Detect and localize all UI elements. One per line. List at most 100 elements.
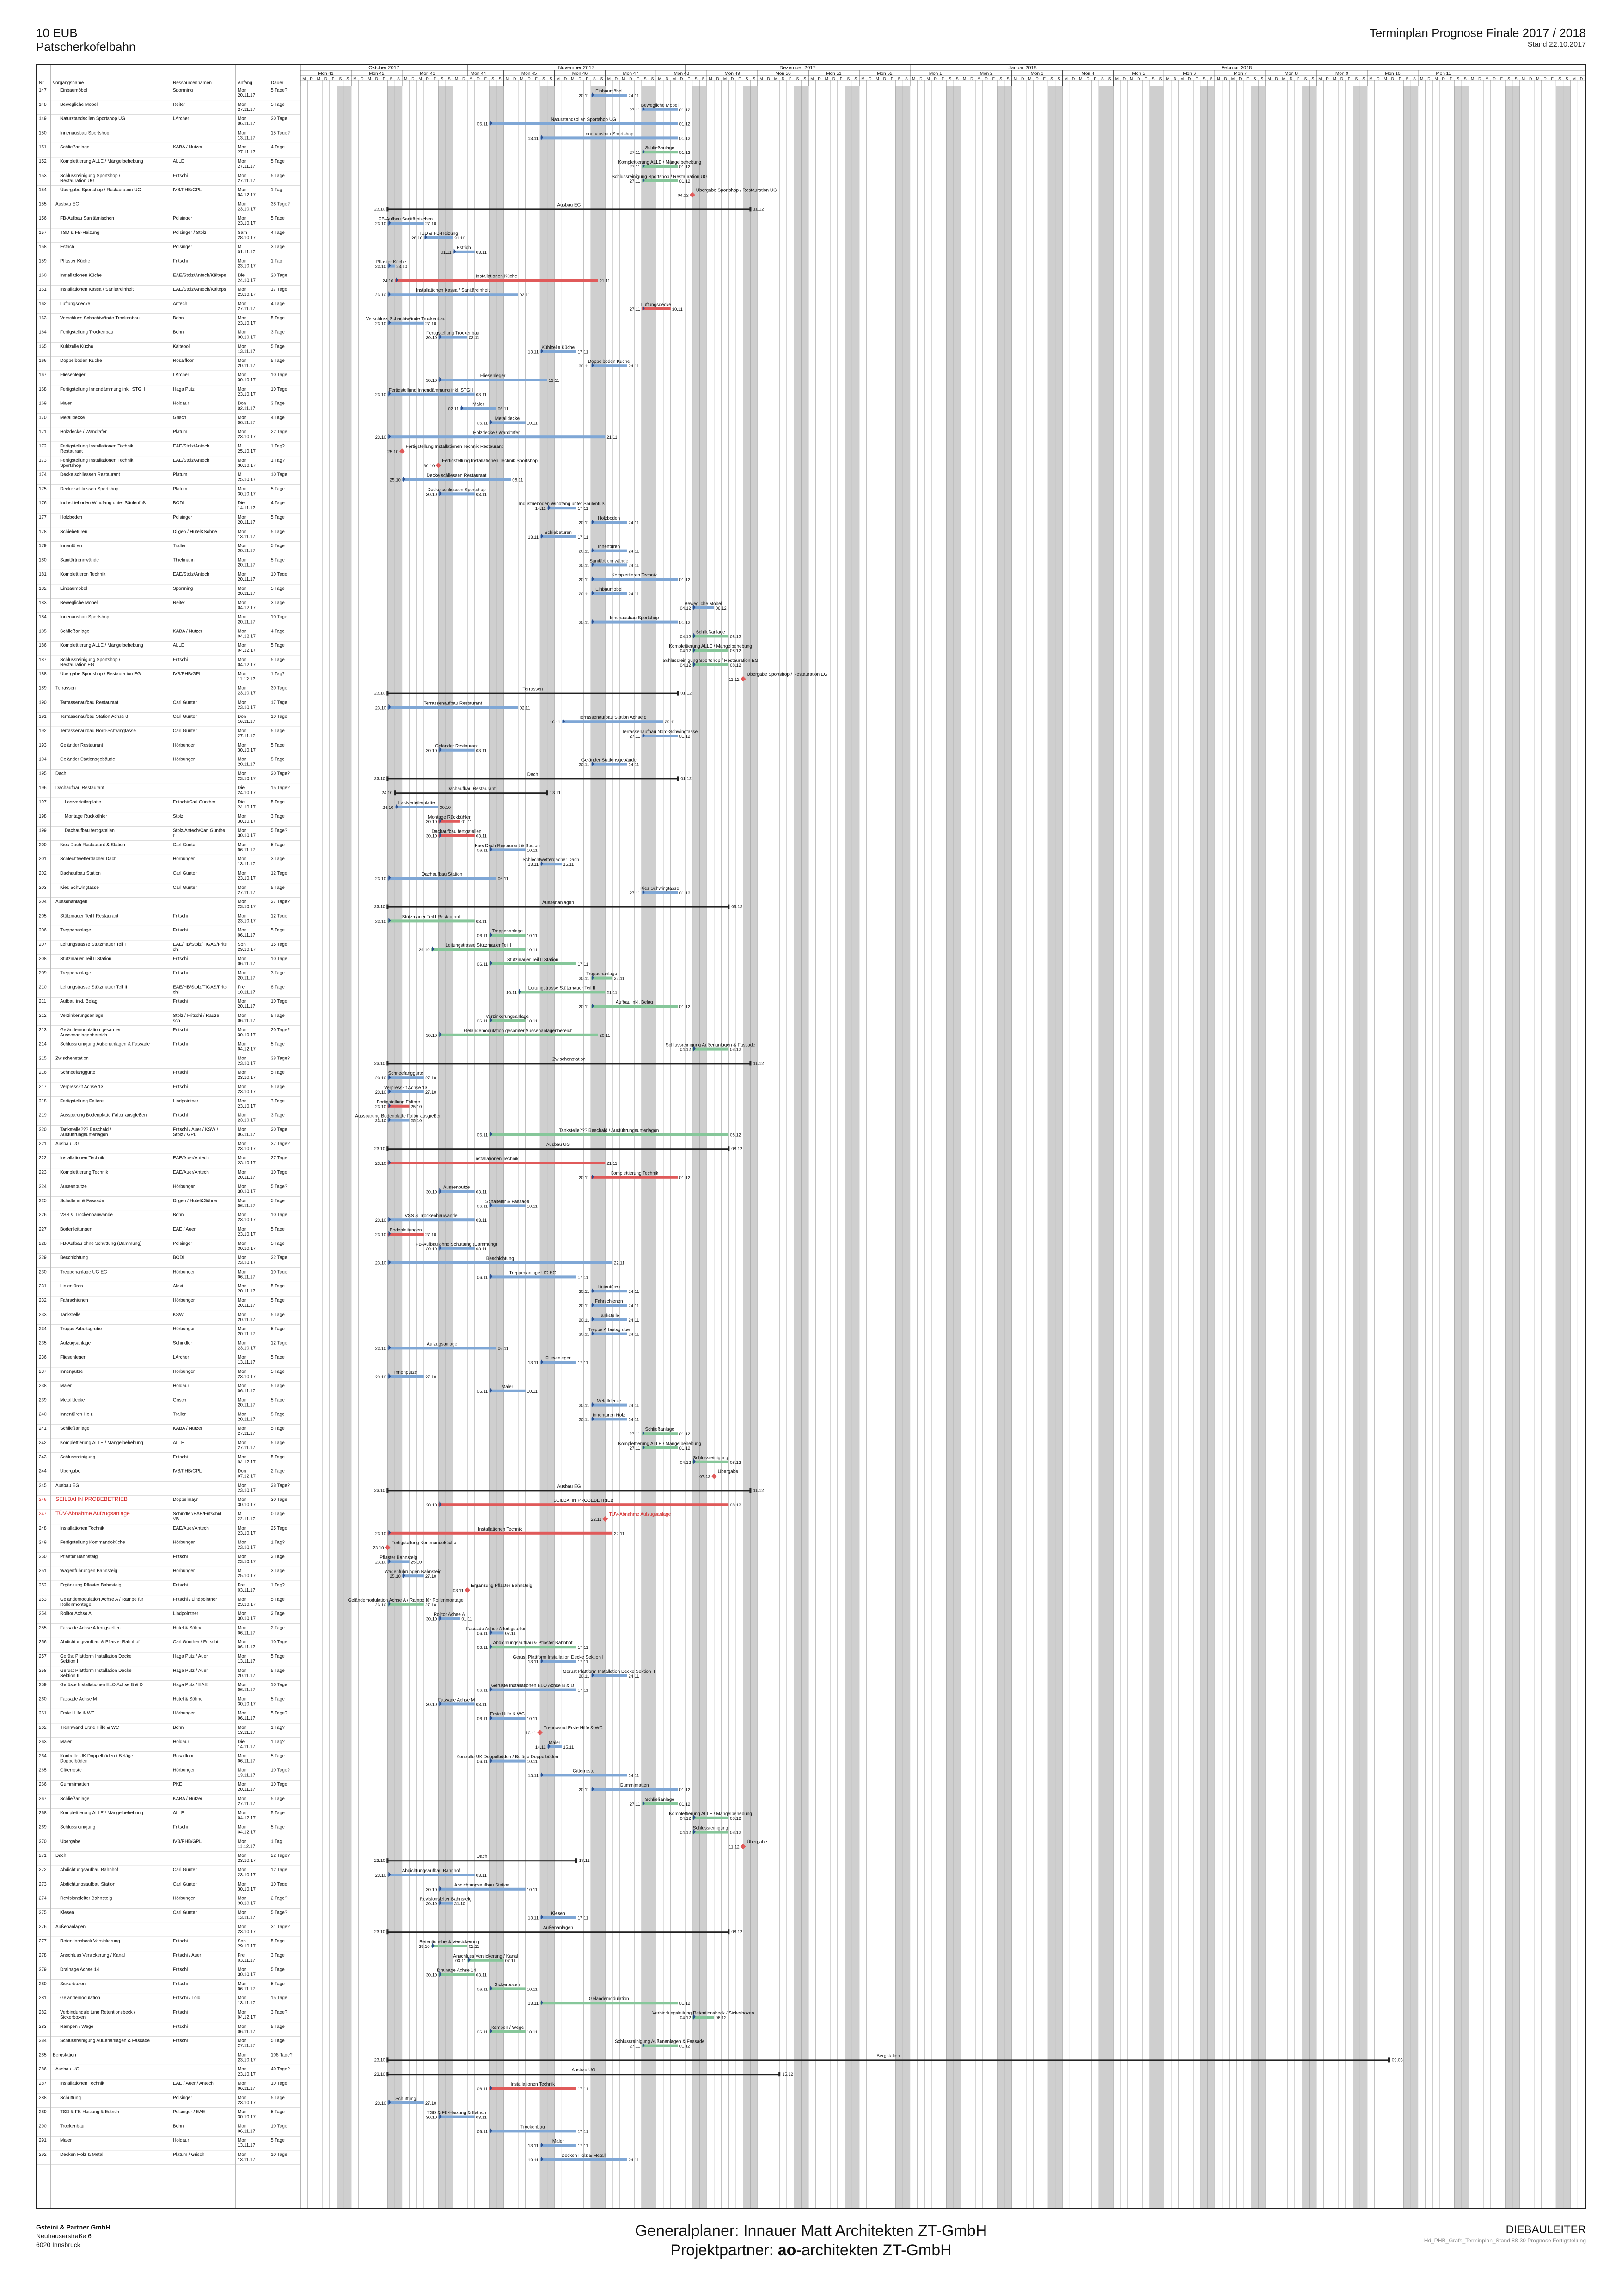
gantt-bar[interactable] <box>387 1259 613 1265</box>
gantt-bar[interactable] <box>489 960 576 966</box>
table-row[interactable] <box>37 1843 746 1852</box>
gantt-bar[interactable] <box>591 562 627 568</box>
gantt-bar[interactable] <box>540 1658 576 1664</box>
gantt-bar[interactable] <box>692 661 729 667</box>
table-row[interactable] <box>37 106 678 115</box>
gantt-bar[interactable] <box>438 1188 475 1194</box>
table-row[interactable] <box>37 1017 526 1026</box>
table-row[interactable] <box>37 960 576 969</box>
table-row[interactable] <box>37 733 678 741</box>
gantt-bar[interactable] <box>641 1430 678 1436</box>
gantt-bar[interactable] <box>386 2072 781 2077</box>
gantt-bar[interactable] <box>387 391 475 397</box>
gantt-bar[interactable] <box>386 1488 752 1493</box>
gantt-bar[interactable] <box>591 1330 627 1336</box>
table-row[interactable] <box>37 618 678 627</box>
table-row[interactable] <box>37 2014 714 2023</box>
table-row[interactable] <box>37 1858 577 1866</box>
table-row[interactable] <box>37 1672 627 1681</box>
gantt-bar[interactable] <box>467 1957 504 1963</box>
gantt-bar[interactable] <box>540 1359 576 1365</box>
table-row[interactable] <box>37 547 627 556</box>
gantt-bar[interactable] <box>591 362 627 368</box>
table-row[interactable] <box>37 1587 471 1596</box>
table-row[interactable] <box>37 263 395 271</box>
gantt-bar[interactable] <box>562 718 663 724</box>
table-row[interactable] <box>37 1089 424 1097</box>
gantt-bar[interactable] <box>641 1800 678 1806</box>
table-row[interactable] <box>37 718 663 727</box>
table-row[interactable] <box>37 1800 678 1809</box>
table-row[interactable] <box>37 2028 526 2037</box>
gantt-bar[interactable] <box>489 1686 576 1692</box>
gantt-bar[interactable] <box>387 220 424 226</box>
gantt-bar[interactable] <box>489 2128 576 2134</box>
gantt-bar[interactable] <box>641 149 678 155</box>
gantt-bar[interactable] <box>689 192 695 198</box>
table-row[interactable] <box>37 604 714 613</box>
table-row[interactable] <box>37 1217 475 1225</box>
table-row[interactable] <box>37 1359 576 1368</box>
gantt-bar[interactable] <box>489 2085 576 2091</box>
table-row[interactable] <box>37 1900 453 1909</box>
table-row[interactable] <box>37 1102 410 1111</box>
table-row[interactable] <box>37 1772 627 1781</box>
table-row[interactable] <box>37 1715 526 1724</box>
table-row[interactable] <box>37 92 627 101</box>
gantt-bar[interactable] <box>489 1131 729 1137</box>
gantt-bar[interactable] <box>402 1573 424 1579</box>
gantt-bar[interactable] <box>386 1061 752 1066</box>
gantt-bar[interactable] <box>540 135 678 141</box>
table-row[interactable] <box>37 2113 475 2122</box>
table-row[interactable] <box>37 676 746 684</box>
table-row[interactable] <box>37 1886 526 1894</box>
gantt-bar[interactable] <box>489 1757 526 1763</box>
table-row[interactable] <box>37 1131 729 1140</box>
gantt-bar[interactable] <box>386 207 752 212</box>
gantt-bar[interactable] <box>399 448 405 454</box>
gantt-bar[interactable] <box>438 1031 598 1037</box>
table-row[interactable] <box>37 1530 613 1538</box>
gantt-bar[interactable] <box>438 1900 453 1906</box>
table-row[interactable] <box>37 149 678 158</box>
gantt-bar[interactable] <box>435 462 441 468</box>
table-row[interactable] <box>37 889 678 898</box>
table-row[interactable] <box>37 2099 424 2108</box>
table-row[interactable] <box>37 1658 576 1667</box>
table-row[interactable] <box>37 163 678 172</box>
table-row[interactable] <box>37 505 576 514</box>
table-row[interactable] <box>37 1730 543 1738</box>
table-row[interactable] <box>37 1501 729 1510</box>
gantt-bar[interactable] <box>547 1743 562 1749</box>
gantt-bar[interactable] <box>438 832 475 838</box>
gantt-bar[interactable] <box>540 1772 627 1778</box>
gantt-bar[interactable] <box>591 1672 627 1678</box>
table-row[interactable] <box>37 1914 576 1923</box>
gantt-bar[interactable] <box>591 761 627 767</box>
gantt-bar[interactable] <box>591 1786 678 1792</box>
gantt-bar[interactable] <box>602 1516 608 1522</box>
table-row[interactable] <box>37 1473 717 1482</box>
table-row[interactable] <box>37 1202 526 1211</box>
table-row[interactable] <box>37 1046 729 1054</box>
gantt-bar[interactable] <box>641 1445 678 1450</box>
gantt-bar[interactable] <box>591 1288 627 1294</box>
table-row[interactable] <box>37 989 606 998</box>
table-row[interactable] <box>37 120 678 129</box>
table-row[interactable] <box>37 1743 562 1752</box>
table-row[interactable] <box>37 576 678 585</box>
table-row[interactable] <box>37 633 729 642</box>
gantt-bar[interactable] <box>460 405 496 411</box>
gantt-bar[interactable] <box>387 263 395 269</box>
gantt-bar[interactable] <box>387 704 518 710</box>
gantt-bar[interactable] <box>386 904 730 909</box>
table-row[interactable] <box>37 2142 576 2151</box>
gantt-bar[interactable] <box>537 1730 543 1735</box>
gantt-bar[interactable] <box>438 818 460 824</box>
gantt-bar[interactable] <box>438 1971 475 1977</box>
gantt-bar[interactable] <box>438 1886 526 1892</box>
gantt-bar[interactable] <box>387 1601 424 1607</box>
gantt-bar[interactable] <box>489 932 526 938</box>
table-row[interactable] <box>37 1003 678 1012</box>
table-row[interactable] <box>37 1544 391 1553</box>
